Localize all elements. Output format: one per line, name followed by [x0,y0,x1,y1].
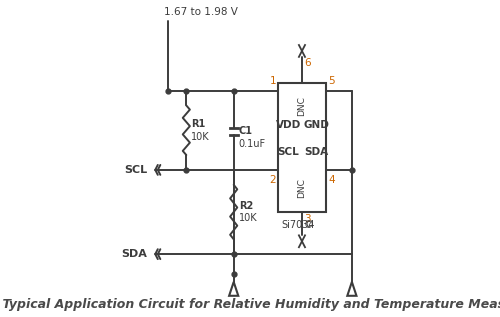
Text: VDD: VDD [276,120,301,130]
Text: 0.1uF: 0.1uF [239,139,266,149]
Text: 5: 5 [328,76,335,86]
Text: 6: 6 [304,58,310,68]
Text: GND: GND [304,120,329,130]
Text: R2: R2 [239,201,253,210]
Text: 2: 2 [270,175,276,185]
Text: SDA: SDA [121,249,147,259]
Text: 4: 4 [328,175,335,185]
Text: ©: © [304,220,313,230]
Text: DNC: DNC [298,178,306,198]
Text: 1.67 to 1.98 V: 1.67 to 1.98 V [164,7,238,17]
Text: 10K: 10K [239,213,258,223]
Text: DNC: DNC [298,96,306,116]
Text: SCL: SCL [124,165,147,175]
Text: C1: C1 [239,126,253,136]
Text: SDA: SDA [304,147,328,157]
Text: Si7034: Si7034 [281,220,314,230]
Text: R1: R1 [192,119,205,129]
Text: SCL: SCL [278,147,299,157]
Text: 3: 3 [304,215,310,224]
Text: Figure 4. Typical Application Circuit for Relative Humidity and Temperature Meas: Figure 4. Typical Application Circuit fo… [0,298,500,311]
Text: 10K: 10K [192,132,210,142]
Text: 1: 1 [270,76,276,86]
Bar [278,83,326,211]
